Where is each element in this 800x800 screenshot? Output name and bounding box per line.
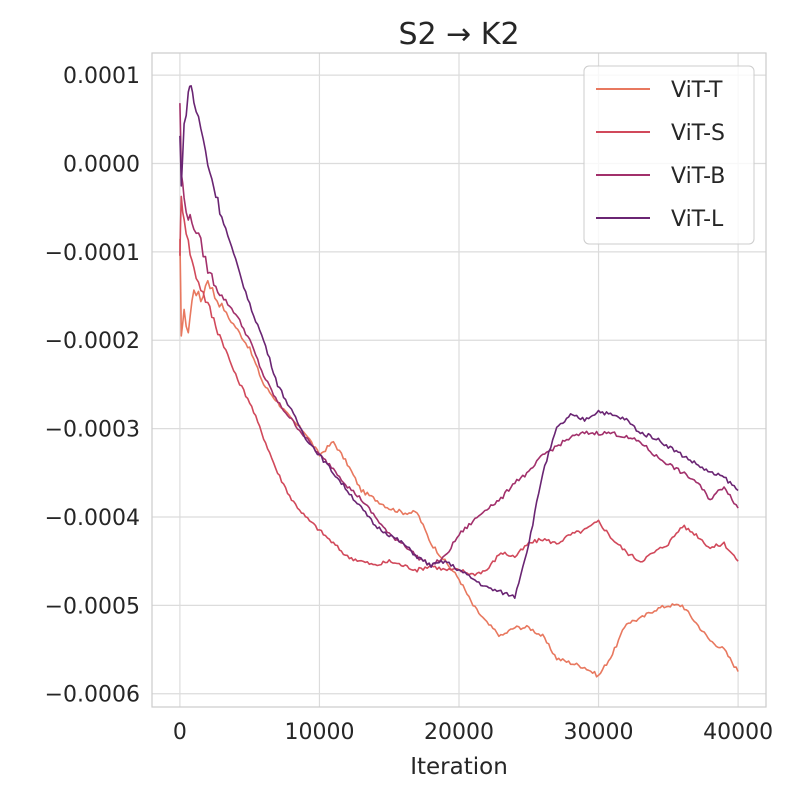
x-tick-labels: 0 10000 20000 30000 40000 — [173, 720, 773, 745]
series-line-vit-b — [179, 103, 739, 568]
y-tick-label: −0.0002 — [45, 329, 140, 354]
legend-label-vit-b: ViT-B — [671, 164, 725, 189]
x-axis-label: Iteration — [410, 754, 508, 780]
y-tick-label: −0.0003 — [45, 418, 140, 443]
plot-frame — [151, 52, 767, 708]
x-tick-label: 30000 — [564, 720, 634, 745]
legend-frame — [583, 65, 755, 245]
series-line-vit-t — [179, 238, 739, 678]
y-tick-label: 0.0001 — [63, 64, 140, 89]
y-tick-label: −0.0004 — [45, 506, 140, 531]
x-tick-label: 40000 — [703, 720, 773, 745]
legend-label-vit-s: ViT-S — [671, 121, 725, 146]
y-tick-label: −0.0006 — [45, 683, 140, 708]
legend-label-vit-l: ViT-L — [671, 207, 724, 232]
y-tick-labels: 0.0001 0.0000 −0.0001 −0.0002 −0.0003 −0.0004… — [45, 64, 140, 708]
x-tick-label: 20000 — [424, 720, 494, 745]
x-tick-label: 10000 — [284, 720, 354, 745]
series-line-vit-l — [179, 85, 739, 599]
legend: ViT-T ViT-S ViT-B ViT-L — [583, 65, 755, 245]
y-tick-label: −0.0001 — [45, 241, 140, 266]
y-tick-label: 0.0000 — [63, 152, 140, 177]
y-tick-label: −0.0005 — [45, 594, 140, 619]
chart-title: S2 → K2 — [398, 17, 519, 52]
series-lines — [179, 85, 739, 678]
legend-label-vit-t: ViT-T — [671, 78, 723, 103]
x-tick-label: 0 — [173, 720, 187, 745]
